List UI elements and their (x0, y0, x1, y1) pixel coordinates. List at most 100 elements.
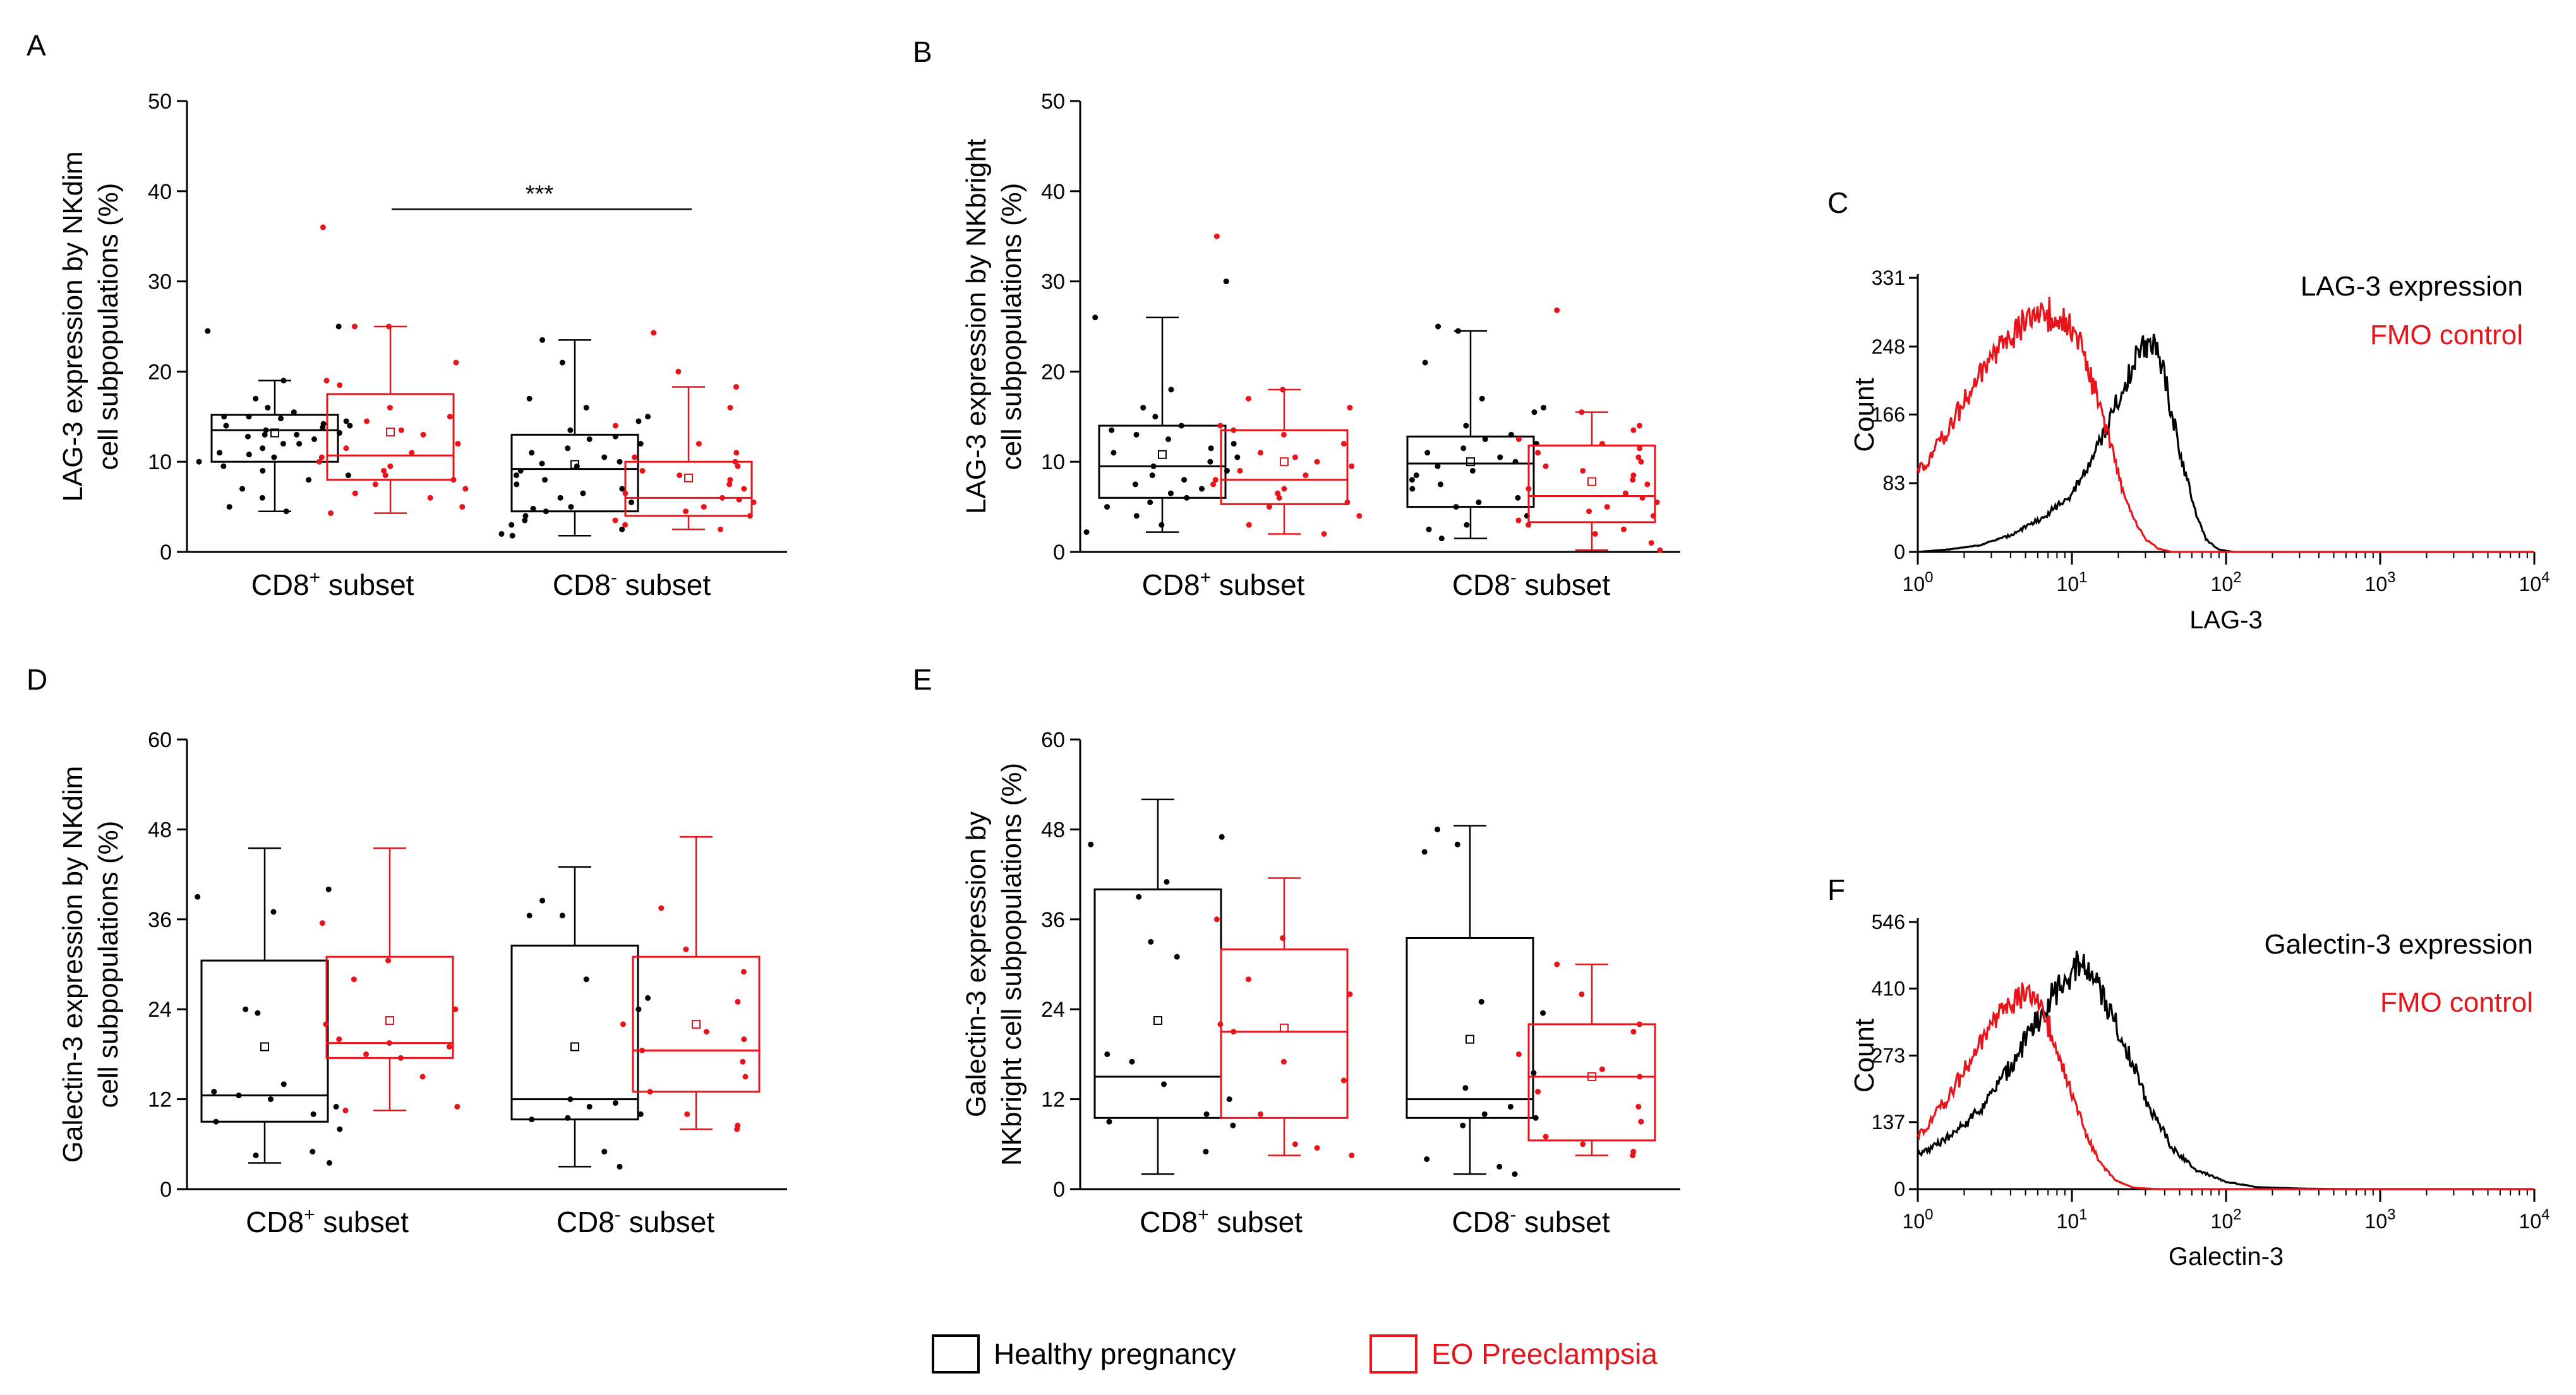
data-point (1638, 1118, 1644, 1125)
panel-e: E 0 12 24 36 48 60 Galectin-3 expression by NKbr… (913, 663, 1680, 1238)
data-point (387, 405, 393, 411)
data-point (205, 328, 211, 334)
x-category-label: CD8+ subset (246, 1204, 409, 1238)
data-point (509, 532, 515, 539)
y-axis-label: Galectin-3 expression by (961, 811, 992, 1117)
data-point (1531, 1070, 1537, 1076)
box-iqr (510, 944, 639, 1121)
data-point (446, 1044, 452, 1050)
data-point (387, 463, 394, 469)
healthy-box-cd8neg (510, 866, 651, 1170)
data-point (1223, 278, 1229, 285)
data-point (386, 323, 392, 330)
y-tick-label: 137 (1872, 1111, 1905, 1134)
data-point (1622, 490, 1628, 496)
data-point (337, 1126, 343, 1132)
legend-eo-preeclampsia: EO Preeclampsia (1369, 1334, 1658, 1374)
data-point (539, 337, 546, 343)
panel-b: B 0 10 20 30 40 50 LAG-3 expression by NKbright… (913, 35, 1680, 601)
data-point (1496, 1163, 1503, 1170)
x-tick-label: 104 (2519, 569, 2550, 596)
y-tick-label: 0 (1894, 1178, 1905, 1200)
healthy-box-cd8pos (196, 323, 353, 515)
data-point (325, 886, 332, 892)
data-point (1083, 529, 1090, 536)
legend-swatch-preeclampsia (1369, 1334, 1417, 1374)
data-point (1245, 395, 1251, 402)
data-point (1462, 1085, 1469, 1091)
data-point (522, 517, 528, 524)
data-point (741, 1036, 747, 1043)
data-point (1088, 841, 1094, 847)
box-iqr (1093, 888, 1222, 1119)
y-tick-label: 273 (1872, 1045, 1905, 1067)
preeclampsia-box-cd8neg (612, 330, 757, 532)
data-point (695, 441, 702, 447)
data-point (1515, 494, 1521, 501)
data-point (583, 976, 589, 983)
x-tick-label: 103 (2365, 569, 2396, 596)
data-point (567, 427, 574, 433)
data-point (1344, 499, 1351, 505)
data-point (734, 1126, 740, 1132)
data-point (565, 1115, 571, 1121)
data-point (260, 445, 266, 452)
data-point (727, 477, 733, 483)
data-point (1512, 1171, 1518, 1177)
y-tick-label: 0 (160, 541, 172, 565)
data-point (1515, 1051, 1522, 1057)
data-point (427, 494, 433, 501)
x-axis-label: LAG-3 (2189, 606, 2263, 634)
data-point (306, 477, 312, 483)
data-point (1198, 486, 1205, 492)
data-point (372, 481, 378, 488)
data-point (342, 1107, 349, 1113)
data-point (217, 450, 223, 456)
y-tick-label: 331 (1872, 266, 1905, 289)
data-point (1148, 938, 1154, 945)
data-point (1630, 1153, 1636, 1159)
data-point (1234, 454, 1241, 460)
x-tick-label: 102 (2211, 1206, 2242, 1233)
data-point (1231, 427, 1237, 433)
data-point (296, 441, 303, 447)
data-point (677, 472, 683, 479)
data-point (333, 1103, 339, 1110)
legend-swatch-healthy (932, 1334, 980, 1374)
data-point (1257, 1111, 1263, 1117)
data-point (529, 1117, 535, 1123)
data-point (323, 378, 330, 384)
data-point (310, 1111, 316, 1117)
box-mean-marker (1587, 1072, 1596, 1081)
data-point (1497, 454, 1503, 460)
data-point (543, 508, 549, 515)
panel-label: A (27, 29, 46, 62)
x-tick-label: 103 (2365, 1206, 2396, 1233)
preeclampsia-box-cd8pos (1210, 233, 1363, 537)
data-point (658, 905, 665, 911)
data-point (381, 467, 387, 474)
data-point (1184, 494, 1190, 501)
data-point (1532, 1115, 1539, 1121)
data-point (565, 445, 571, 452)
y-tick-label: 166 (1872, 403, 1905, 426)
y-tick-label: 40 (1041, 180, 1065, 204)
x-category-label: CD8- subset (557, 1204, 715, 1238)
data-point (1435, 323, 1441, 330)
data-point (1230, 1122, 1236, 1129)
data-point (574, 463, 580, 469)
histogram-fmo-curve (1917, 982, 2534, 1190)
data-point (645, 414, 651, 420)
data-point (1104, 504, 1110, 510)
data-point (1224, 467, 1230, 474)
data-point (559, 913, 565, 919)
data-point (255, 1010, 261, 1016)
preeclampsia-box-cd8pos (1213, 877, 1355, 1159)
data-point (1349, 463, 1355, 469)
preeclampsia-box-cd8neg (1515, 961, 1656, 1159)
data-point (1303, 472, 1309, 479)
data-point (1245, 976, 1251, 983)
histogram-legend-sample: LAG-3 expression (2301, 271, 2523, 302)
legend-label-healthy: Healthy pregnancy (994, 1338, 1236, 1370)
healthy-box-cd8pos (1088, 798, 1236, 1175)
